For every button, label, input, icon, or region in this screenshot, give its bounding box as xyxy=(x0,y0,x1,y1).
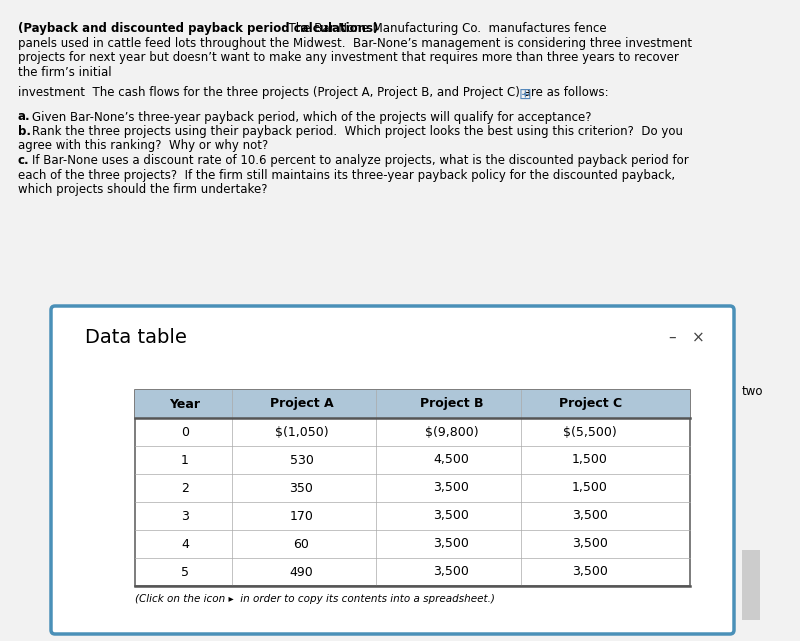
Text: 1,500: 1,500 xyxy=(572,453,608,467)
Text: agree with this ranking?  Why or why not?: agree with this ranking? Why or why not? xyxy=(18,140,268,153)
Text: each of the three projects?  If the firm still maintains its three-year payback : each of the three projects? If the firm … xyxy=(18,169,675,181)
Text: 60: 60 xyxy=(294,538,310,551)
Text: $(9,800): $(9,800) xyxy=(425,426,478,438)
Text: a.: a. xyxy=(18,110,30,124)
Text: 1: 1 xyxy=(181,453,189,467)
Text: 4,500: 4,500 xyxy=(434,453,470,467)
Text: ⊞: ⊞ xyxy=(518,87,531,102)
Text: c.: c. xyxy=(18,154,30,167)
Text: 170: 170 xyxy=(290,510,314,522)
Text: 2: 2 xyxy=(181,481,189,494)
Text: –: – xyxy=(668,330,676,345)
Text: 3: 3 xyxy=(181,510,189,522)
Text: $(1,050): $(1,050) xyxy=(274,426,328,438)
Text: 530: 530 xyxy=(290,453,314,467)
Text: 3,500: 3,500 xyxy=(572,510,608,522)
Text: b.: b. xyxy=(18,125,31,138)
Text: panels used in cattle feed lots throughout the Midwest.  Bar-None’s management i: panels used in cattle feed lots througho… xyxy=(18,37,692,49)
Text: Project B: Project B xyxy=(419,397,483,410)
Text: investment  The cash flows for the three projects (Project A, Project B, and Pro: investment The cash flows for the three … xyxy=(18,86,609,99)
Text: The Bar-None Manufacturing Co.  manufactures fence: The Bar-None Manufacturing Co. manufactu… xyxy=(281,22,606,35)
Text: 3,500: 3,500 xyxy=(434,481,470,494)
Bar xyxy=(135,390,690,418)
Text: 3,500: 3,500 xyxy=(434,565,470,578)
Text: 4: 4 xyxy=(181,538,189,551)
Text: Given Bar-None’s three-year payback period, which of the projects will qualify f: Given Bar-None’s three-year payback peri… xyxy=(32,110,591,124)
Text: 490: 490 xyxy=(290,565,314,578)
Text: projects for next year but doesn’t want to make any investment that requires mor: projects for next year but doesn’t want … xyxy=(18,51,679,64)
Text: Rank the three projects using their payback period.  Which project looks the bes: Rank the three projects using their payb… xyxy=(32,125,683,138)
Text: Year: Year xyxy=(170,397,201,410)
Text: two: two xyxy=(742,385,763,398)
Bar xyxy=(135,390,690,586)
Text: 3,500: 3,500 xyxy=(572,538,608,551)
Text: 5: 5 xyxy=(181,565,189,578)
Text: the firm’s initial: the firm’s initial xyxy=(18,65,112,78)
Text: Project C: Project C xyxy=(558,397,622,410)
Text: ×: × xyxy=(692,330,705,345)
Text: 3,500: 3,500 xyxy=(434,538,470,551)
Text: 0: 0 xyxy=(181,426,189,438)
Text: 350: 350 xyxy=(290,481,314,494)
Text: Project A: Project A xyxy=(270,397,334,410)
Text: Data table: Data table xyxy=(85,328,187,347)
Text: (Payback and discounted payback period calculations): (Payback and discounted payback period c… xyxy=(18,22,378,35)
Text: If Bar-None uses a discount rate of 10.6 percent to analyze projects, what is th: If Bar-None uses a discount rate of 10.6… xyxy=(32,154,689,167)
Text: 1,500: 1,500 xyxy=(572,481,608,494)
Bar xyxy=(742,550,760,620)
Text: which projects should the firm undertake?: which projects should the firm undertake… xyxy=(18,183,267,196)
FancyBboxPatch shape xyxy=(51,306,734,634)
Text: 3,500: 3,500 xyxy=(434,510,470,522)
Text: (Click on the icon ▸  in order to copy its contents into a spreadsheet.): (Click on the icon ▸ in order to copy it… xyxy=(135,594,495,604)
Text: $(5,500): $(5,500) xyxy=(563,426,617,438)
Text: 3,500: 3,500 xyxy=(572,565,608,578)
